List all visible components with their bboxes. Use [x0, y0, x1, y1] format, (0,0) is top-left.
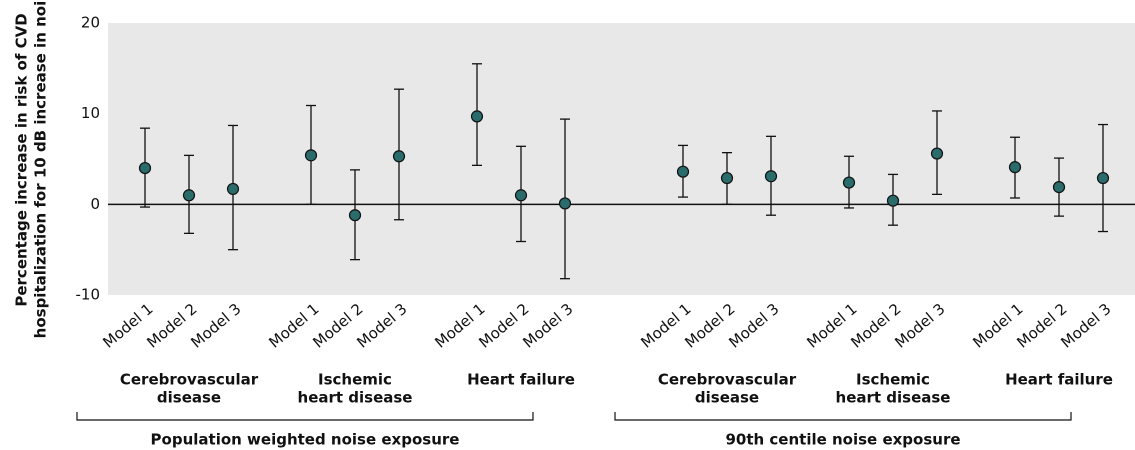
point [842, 176, 856, 189]
y-axis-label: Percentage increase in risk of CVD [13, 13, 31, 306]
group-label: 90th centile noise exposure [725, 431, 960, 449]
point [1052, 181, 1066, 194]
point [392, 150, 406, 163]
subgroup-label: Ischemic [856, 371, 930, 389]
point [720, 171, 734, 185]
subgroup-label: heart disease [836, 389, 951, 407]
point [348, 209, 362, 222]
y-tick-label: 0 [90, 195, 100, 213]
group-bracket [76, 412, 534, 421]
point [558, 197, 572, 210]
point [226, 182, 240, 196]
point [304, 149, 318, 162]
point [886, 194, 900, 207]
subgroup-label: disease [695, 389, 759, 407]
x-tick-label: Model 3 [353, 300, 410, 352]
x-tick-label: Model 3 [1057, 300, 1114, 352]
subgroup-label: Ischemic [318, 371, 392, 389]
subgroup-label: heart disease [298, 389, 413, 407]
group-label: Population weighted noise exposure [151, 431, 460, 449]
point [470, 110, 484, 123]
subgroup-label: Heart failure [1005, 371, 1113, 389]
x-tick-label: Model 3 [187, 300, 244, 352]
point [930, 147, 944, 160]
y-tick-label: 20 [81, 14, 100, 32]
subgroup-label: Cerebrovascular [120, 371, 259, 389]
y-tick-label: 10 [81, 104, 100, 122]
point [676, 165, 690, 178]
x-tick-label: Model 3 [725, 300, 782, 352]
group-bracket [614, 412, 1072, 421]
y-tick-label: -10 [76, 286, 101, 304]
point [182, 189, 196, 202]
subgroup-label: Heart failure [467, 371, 575, 389]
point [764, 170, 778, 183]
point [1096, 171, 1110, 185]
point [1008, 161, 1022, 174]
x-tick-label: Model 3 [519, 300, 576, 352]
point [514, 189, 528, 202]
y-axis-label: hospitalization for 10 dB increase in no… [32, 0, 50, 338]
subgroup-label: disease [157, 389, 221, 407]
point [138, 161, 152, 175]
plot-background [108, 23, 1135, 295]
subgroup-label: Cerebrovascular [658, 371, 797, 389]
x-tick-label: Model 3 [891, 300, 948, 352]
